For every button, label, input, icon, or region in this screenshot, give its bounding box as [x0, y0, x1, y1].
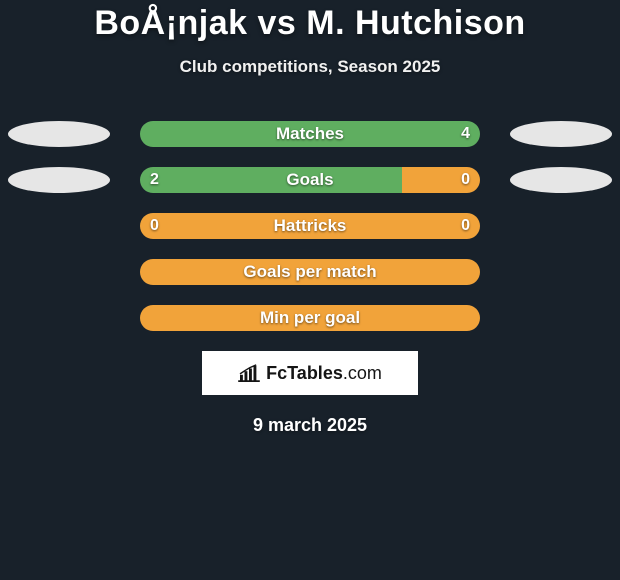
player-right-marker — [510, 167, 612, 193]
date-label: 9 march 2025 — [0, 415, 620, 436]
stat-row: Goals20 — [0, 167, 620, 193]
brand-text: FcTables.com — [266, 363, 382, 384]
stat-bar-right-seg — [140, 259, 480, 285]
player-left-marker — [8, 167, 110, 193]
stat-row: Hattricks00 — [0, 213, 620, 239]
brand-text-bold: FcTables — [266, 363, 343, 383]
page-title: BoÅ¡njak vs M. Hutchison — [0, 0, 620, 43]
stat-bar: Matches4 — [140, 121, 480, 147]
stat-rows: Matches4 Goals20 Hattricks00 Goals per matc… — [0, 121, 620, 331]
stat-bar: Goals per match — [140, 259, 480, 285]
stat-bar-right-seg — [402, 167, 480, 193]
stat-bar: Goals20 — [140, 167, 480, 193]
bars-icon — [238, 364, 260, 382]
page-subtitle: Club competitions, Season 2025 — [0, 57, 620, 77]
brand-text-light: .com — [343, 363, 382, 383]
player-right-marker — [510, 121, 612, 147]
stat-bar: Min per goal — [140, 305, 480, 331]
stat-bar-right-seg — [140, 305, 480, 331]
brand-badge: FcTables.com — [202, 351, 418, 395]
stat-bar-right-seg — [140, 213, 480, 239]
stat-row: Matches4 — [0, 121, 620, 147]
stat-row: Min per goal — [0, 305, 620, 331]
comparison-card: BoÅ¡njak vs M. Hutchison Club competitio… — [0, 0, 620, 580]
stat-bar-right-seg — [140, 121, 480, 147]
player-left-marker — [8, 121, 110, 147]
stat-bar: Hattricks00 — [140, 213, 480, 239]
stat-bar-left-seg — [140, 167, 402, 193]
stat-row: Goals per match — [0, 259, 620, 285]
